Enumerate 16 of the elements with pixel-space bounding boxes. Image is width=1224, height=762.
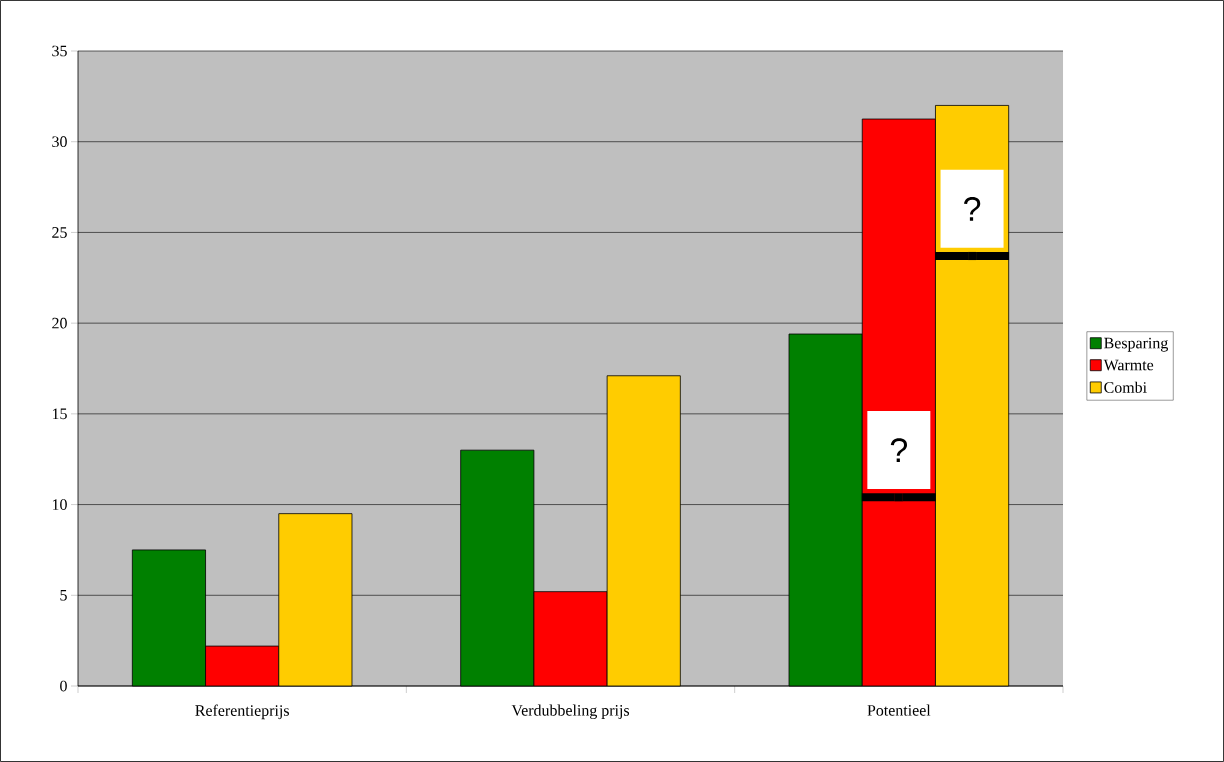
y-tick-label: 25 xyxy=(52,227,67,238)
x-tick-label: Referentieprijs xyxy=(195,704,289,720)
legend-label: Warmte xyxy=(1103,359,1154,371)
legend-label: Combi xyxy=(1104,381,1147,393)
x-tick-label: Verdubbeling prijs xyxy=(511,704,630,720)
y-tick-label: 10 xyxy=(52,499,67,510)
y-tick-label: 15 xyxy=(52,408,67,420)
y-tick-label: 0 xyxy=(60,680,67,692)
legend-label: Besparing xyxy=(1104,337,1168,352)
annotation: ? xyxy=(964,196,981,221)
annotation: ? xyxy=(890,438,907,462)
y-tick-label: 20 xyxy=(52,317,67,329)
y-tick-label: 30 xyxy=(52,136,67,148)
y-tick-label: 35 xyxy=(52,45,67,57)
y-tick-label: 5 xyxy=(60,589,67,601)
x-tick-label: Potentieel xyxy=(867,704,931,716)
